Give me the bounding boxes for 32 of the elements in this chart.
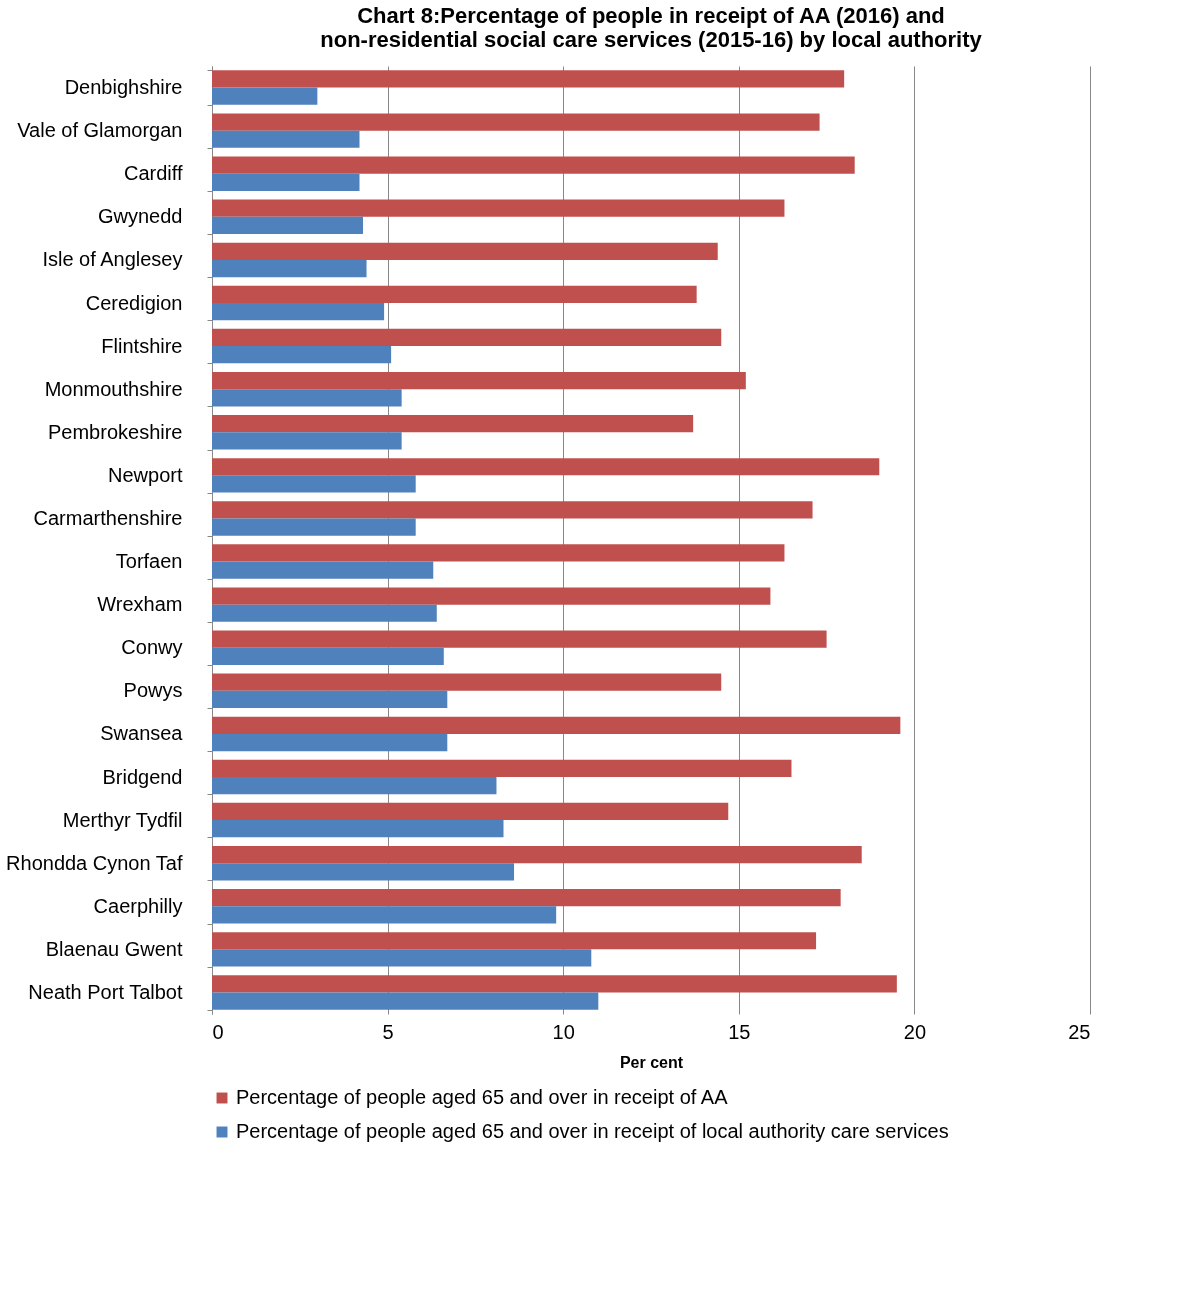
y-tick-label: Gwynedd: [98, 205, 183, 228]
y-tick-label: Bridgend: [102, 765, 183, 788]
y-tick-label: Merthyr Tydfil: [62, 808, 183, 831]
y-tick-label: Swansea: [100, 722, 184, 745]
x-tick-label: 25: [1068, 1020, 1091, 1043]
y-tick-label: Torfaen: [115, 550, 183, 573]
y-tick-label: Vale of Glamorgan: [17, 119, 183, 142]
x-tick-label: 20: [903, 1020, 927, 1043]
y-tick-label: Rhondda Cynon Taf: [6, 851, 183, 874]
y-tick-label: Pembrokeshire: [47, 420, 183, 443]
y-tick-label: Powys: [123, 679, 183, 702]
y-tick-label: Caerphilly: [93, 894, 183, 917]
y-tick-label: Blaenau Gwent: [45, 937, 183, 960]
x-tick-label: 15: [728, 1020, 751, 1043]
x-axis-title: Per cent: [619, 1053, 684, 1071]
y-tick-label: Flintshire: [101, 334, 183, 357]
y-tick-label: Conwy: [121, 636, 183, 659]
x-tick-label: 10: [552, 1020, 575, 1043]
y-tick-label: Monmouthshire: [44, 377, 183, 400]
y-tick-label: Ceredigion: [85, 291, 183, 314]
legend-label: Percentage of people aged 65 and over in receipt of local authority care services: [236, 1120, 949, 1142]
y-tick-label: Isle of Anglesey: [42, 248, 183, 271]
y-tick-label: Neath Port Talbot: [28, 980, 183, 1003]
y-tick-label: Newport: [108, 463, 183, 486]
x-tick-label: 0: [212, 1020, 224, 1043]
y-tick-label: Denbighshire: [64, 76, 183, 99]
x-tick-label: 5: [382, 1020, 394, 1043]
chart-title: Chart 8:Percentage of people in receipt of AA (2016) and non-residential social care services (2015-16) by local authority: [320, 3, 983, 52]
y-tick-label: Carmarthenshire: [33, 506, 183, 529]
y-tick-label: Wrexham: [97, 593, 183, 616]
legend-label: Percentage of people aged 65 and over in receipt of AA: [236, 1086, 729, 1108]
y-tick-label: Cardiff: [123, 162, 183, 185]
